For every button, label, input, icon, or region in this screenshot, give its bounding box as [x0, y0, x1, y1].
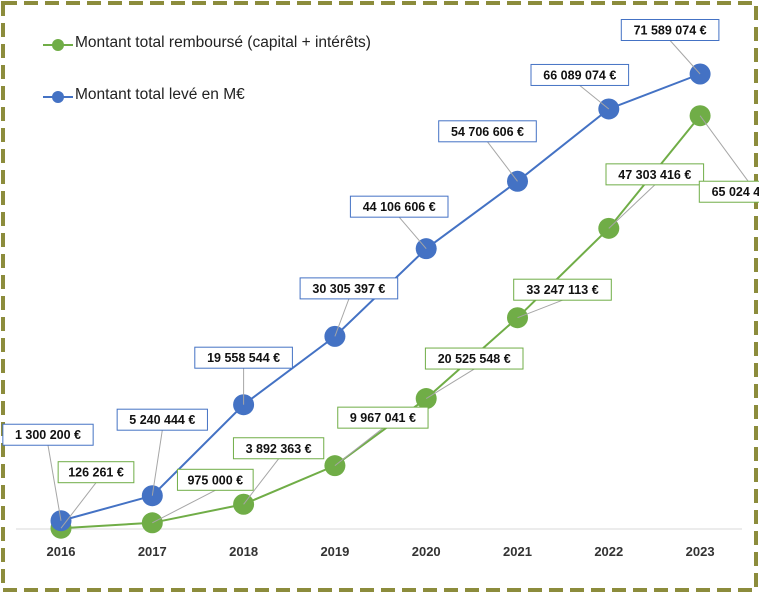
data-label-box-0-0 — [57, 461, 135, 484]
data-label-box-1-0 — [2, 423, 94, 446]
data-label-box-0-5 — [513, 278, 612, 301]
data-label-0-4: 20 525 548 € — [438, 352, 511, 366]
leader-line-1-3 — [334, 298, 350, 337]
data-label-box-0-4 — [424, 347, 524, 370]
data-label-1-7: 71 589 074 € — [634, 24, 707, 38]
x-tick-label-2021: 2021 — [503, 544, 532, 559]
legend-label-rembourse: Montant total remboursé (capital + intér… — [75, 34, 371, 51]
x-tick-label-2023: 2023 — [686, 544, 715, 559]
data-label-box-1-5 — [438, 120, 537, 143]
data-label-0-7: 65 024 446 € — [712, 185, 759, 199]
data-label-box-0-1 — [176, 468, 254, 491]
leader-line-1-5 — [487, 141, 518, 182]
data-label-box-1-7 — [620, 19, 720, 41]
data-label-0-1: 975 000 € — [187, 473, 243, 487]
data-label-0-0: 126 261 € — [68, 466, 124, 480]
data-label-0-6: 47 303 416 € — [618, 168, 691, 182]
leader-line-0-4 — [425, 368, 475, 399]
data-label-1-5: 54 706 606 € — [451, 125, 524, 139]
x-tick-label-2016: 2016 — [47, 544, 76, 559]
x-tick-label-2020: 2020 — [412, 544, 441, 559]
legend-label-leve: Montant total levé en M€ — [75, 86, 245, 103]
data-label-1-1: 5 240 444 € — [129, 413, 195, 427]
leader-line-0-0 — [60, 482, 97, 529]
data-label-box-1-6 — [530, 63, 630, 86]
legend-marker-rembourse — [52, 39, 64, 51]
leader-line-1-4 — [398, 216, 427, 249]
x-tick-label-2018: 2018 — [229, 544, 258, 559]
leader-line-0-2 — [243, 458, 279, 505]
x-tick-label-2017: 2017 — [138, 544, 167, 559]
data-label-0-2: 3 892 363 € — [246, 442, 312, 456]
leader-line-0-3 — [334, 427, 384, 467]
data-label-1-6: 66 089 074 € — [543, 68, 616, 82]
data-label-box-1-4 — [349, 195, 449, 218]
series-line-0 — [60, 115, 701, 530]
leader-line-0-6 — [608, 184, 656, 229]
data-label-0-5: 33 247 113 € — [526, 283, 598, 297]
data-label-box-0-7 — [698, 180, 759, 203]
leader-line-0-5 — [517, 299, 563, 319]
leader-line-1-1 — [151, 430, 163, 496]
data-label-box-1-3 — [299, 277, 399, 300]
data-label-1-2: 19 558 544 € — [207, 351, 280, 365]
data-label-0-3: 9 967 041 € — [350, 411, 416, 425]
data-point-1-4 — [415, 238, 437, 260]
leader-line-0-7 — [699, 115, 749, 182]
leader-line-0-1 — [152, 489, 216, 524]
x-tick-label-2019: 2019 — [320, 544, 349, 559]
leader-line-1-7 — [669, 40, 701, 75]
leader-line-1-0 — [47, 445, 62, 521]
data-label-box-1-1 — [116, 408, 208, 431]
data-label-box-0-6 — [605, 163, 705, 186]
data-label-box-1-2 — [194, 346, 293, 369]
legend-marker-leve — [52, 91, 64, 103]
data-label-1-4: 44 106 606 € — [363, 200, 436, 214]
data-label-box-0-3 — [337, 406, 429, 429]
data-label-1-3: 30 305 397 € — [312, 282, 385, 296]
data-label-box-0-2 — [232, 437, 325, 460]
data-label-1-0: 1 300 200 € — [15, 428, 81, 442]
x-tick-label-2022: 2022 — [594, 544, 623, 559]
leader-line-1-6 — [579, 85, 610, 110]
